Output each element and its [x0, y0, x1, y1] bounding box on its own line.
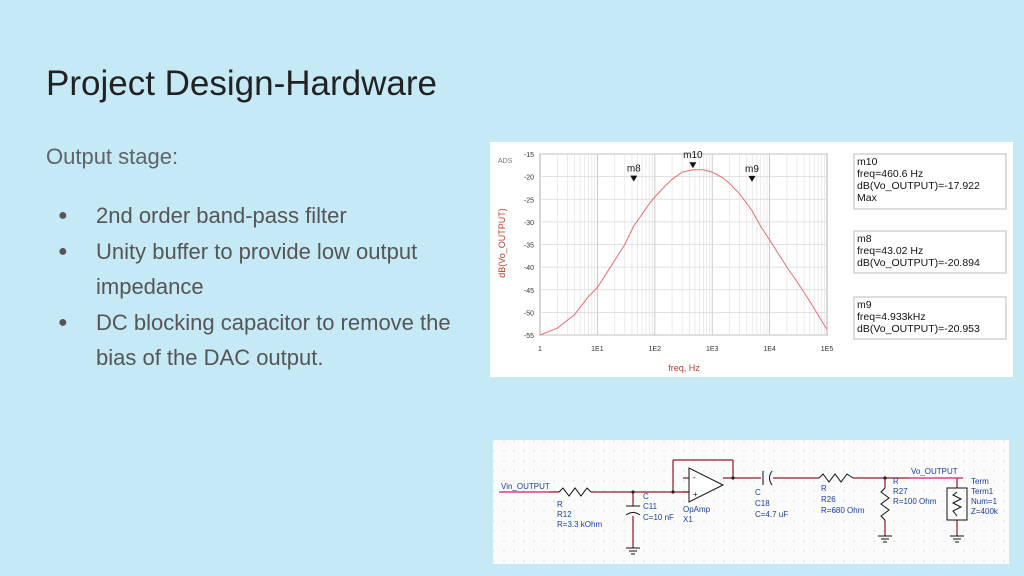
chart-corner-label: ADS — [498, 158, 513, 165]
y-tick-label: -35 — [524, 243, 534, 250]
schematic-components — [558, 467, 968, 555]
marker-m8-icon — [630, 175, 638, 182]
slide-title: Project Design-Hardware — [46, 64, 437, 103]
r12-label: R=3.3 kOhm — [557, 520, 602, 529]
r27-label: R27 — [893, 487, 908, 496]
chart-markers: m8 m10 m9 — [627, 150, 759, 182]
bullet-text: DC blocking capacitor to remove the bias… — [96, 309, 451, 371]
r26-label: R26 — [821, 495, 836, 504]
y-tick-label: -15 — [524, 152, 534, 159]
bullet-list: ● 2nd order band-pass filter ● Unity buffe… — [58, 198, 458, 376]
resistor-r12-icon — [558, 487, 592, 497]
marker-label: m9 — [745, 164, 759, 175]
readout-line: freq=43.02 Hz — [857, 245, 923, 257]
x-tick-label: 1E3 — [706, 346, 719, 353]
x-tick-label: 1E1 — [591, 346, 604, 353]
marker-readout-m10: m10 freq=460.6 Hz dB(Vo_OUTPUT)=-17.922 … — [853, 153, 1007, 210]
opamp-label: X1 — [683, 515, 693, 524]
y-tick-label: -55 — [524, 333, 534, 340]
x-axis-ticks: 1 1E1 1E2 1E3 1E4 1E5 — [538, 346, 833, 353]
y-axis-ticks: -15 -20 -25 -30 -35 -40 -45 -50 -55 — [524, 152, 534, 340]
marker-m10-icon — [689, 162, 697, 169]
resistor-r26-icon — [818, 473, 854, 483]
opamp-plus-sign: + — [693, 490, 698, 499]
marker-readout-m9: m9 freq=4.933kHz dB(Vo_OUTPUT)=-20.953 — [853, 296, 1007, 340]
c11-label: C11 — [643, 502, 658, 511]
schematic-labels: Vin_OUTPUT Vo_OUTPUT R R12 R=3.3 kOhm C … — [501, 467, 999, 529]
bullet-item: ● 2nd order band-pass filter — [58, 198, 458, 234]
bullet-text: Unity buffer to provide low output imped… — [96, 238, 418, 300]
schematic-grid — [493, 440, 1009, 564]
marker-m9-icon — [748, 175, 756, 182]
bullet-dot-icon: ● — [58, 242, 68, 260]
resistor-r27-icon — [880, 487, 890, 521]
term-label: Term — [971, 477, 989, 486]
r12-label: R — [557, 500, 563, 509]
readout-line: dB(Vo_OUTPUT)=-20.894 — [857, 257, 980, 269]
readout-line: m10 — [857, 156, 878, 168]
r27-label: R — [893, 477, 899, 486]
c18-label: C=4.7 uF — [755, 510, 788, 519]
c11-label: C=10 nF — [643, 513, 674, 522]
c11-label: C — [643, 492, 649, 501]
ground-icon — [626, 535, 964, 555]
y-tick-label: -50 — [524, 310, 534, 317]
readout-line: m9 — [857, 299, 872, 311]
c18-label: C — [755, 488, 761, 497]
y-tick-label: -30 — [524, 220, 534, 227]
term-label: Num=1 — [971, 497, 998, 506]
term-label: Term1 — [971, 487, 994, 496]
net-label-input: Vin_OUTPUT — [501, 482, 550, 491]
y-tick-label: -45 — [524, 288, 534, 295]
y-tick-label: -25 — [524, 197, 534, 204]
opamp-icon — [688, 467, 725, 503]
readout-line: Max — [857, 192, 878, 204]
term-label: Z=400k — [971, 507, 999, 516]
marker-readout-m8: m8 freq=43.02 Hz dB(Vo_OUTPUT)=-20.894 — [853, 230, 1007, 274]
term-icon — [946, 487, 968, 521]
bullet-item: ● DC blocking capacitor to remove the bia… — [58, 305, 458, 376]
readout-line: freq=460.6 Hz — [857, 168, 923, 180]
y-tick-label: -20 — [524, 175, 534, 182]
bullet-text: 2nd order band-pass filter — [96, 203, 347, 228]
series-line — [539, 169, 828, 336]
frequency-response-panel: ADS -15 -20 -25 -30 -35 -40 -45 -50 -55 1 1E1 1E2 1… — [490, 142, 1013, 377]
bullet-dot-icon: ● — [58, 207, 68, 224]
r12-label: R12 — [557, 510, 572, 519]
bullet-item: ● Unity buffer to provide low output impe… — [58, 234, 458, 305]
schematic-nodes — [631, 476, 887, 494]
r26-label: R — [821, 484, 827, 493]
x-tick-label: 1E5 — [821, 346, 834, 353]
readout-line: m8 — [857, 233, 872, 245]
readout-line: dB(Vo_OUTPUT)=-17.922 — [857, 180, 980, 192]
c18-label: C18 — [755, 499, 770, 508]
opamp-minus-sign: - — [693, 473, 696, 482]
y-tick-label: -40 — [524, 265, 534, 272]
marker-label: m8 — [627, 164, 641, 175]
x-tick-label: 1 — [538, 346, 542, 353]
frequency-response-chart: ADS -15-20-25-30-35-40-45-50-55 1 1E1 1E2 1… — [497, 150, 1007, 373]
chart-grid — [539, 153, 828, 336]
y-axis-label: dB(Vo_OUTPUT) — [497, 208, 507, 278]
r27-label: R=100 Ohm — [893, 497, 937, 506]
readout-line: freq=4.933kHz — [857, 311, 926, 323]
r26-label: R=680 Ohm — [821, 506, 865, 515]
slide-subtitle: Output stage: — [46, 144, 179, 169]
schematic-diagram: - + Vin_OUTPUT Vo_OUTPUT R R12 R=3.3 kOh… — [493, 440, 1009, 564]
schematic-panel: - + Vin_OUTPUT Vo_OUTPUT R R12 R=3.3 kOh… — [493, 440, 1009, 564]
opamp-label: OpAmp — [683, 505, 711, 514]
x-axis-label: freq, Hz — [668, 363, 700, 373]
marker-label: m10 — [683, 150, 703, 161]
x-tick-label: 1E4 — [763, 346, 776, 353]
x-tick-label: 1E2 — [649, 346, 662, 353]
bullet-dot-icon: ● — [58, 313, 68, 331]
readout-line: dB(Vo_OUTPUT)=-20.953 — [857, 323, 980, 335]
net-label-output: Vo_OUTPUT — [911, 467, 958, 476]
